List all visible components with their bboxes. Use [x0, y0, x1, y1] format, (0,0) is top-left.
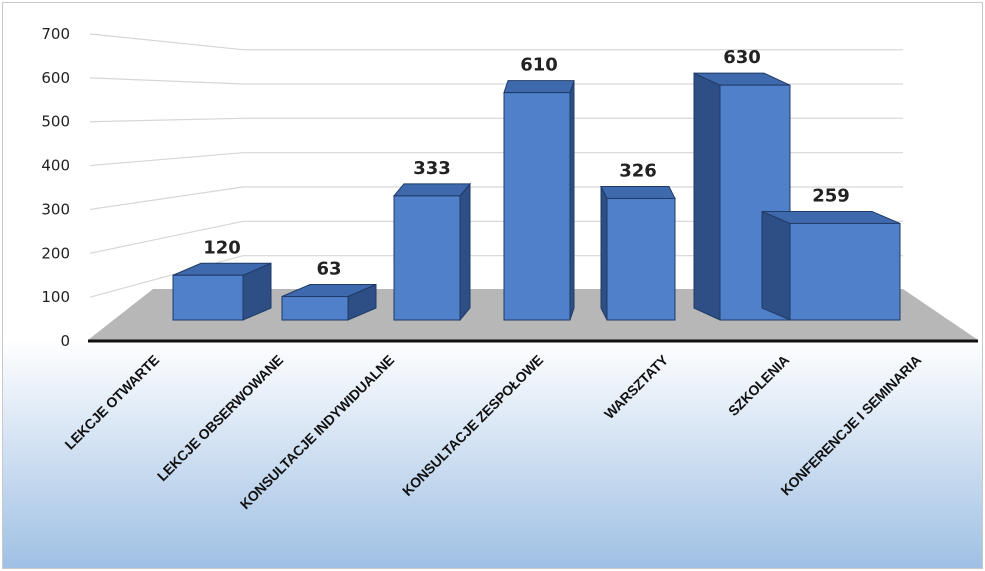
data-label: 120 — [203, 237, 241, 258]
y-tick-label: 200 — [41, 244, 70, 262]
bar — [503, 80, 575, 321]
y-tick-label: 600 — [41, 69, 70, 87]
bar-front — [789, 222, 901, 321]
bar-front — [503, 92, 571, 321]
y-tick-label: 0 — [60, 332, 70, 350]
bar — [281, 283, 377, 321]
data-label: 326 — [619, 160, 657, 181]
gridline — [89, 220, 903, 254]
data-label: 333 — [413, 158, 451, 179]
y-axis-tick-labels: 0 100 200 300 400 500 600 700 — [41, 25, 70, 350]
gridline — [89, 255, 903, 298]
bar-side — [569, 80, 575, 321]
gridline — [89, 186, 903, 211]
bar-front — [172, 274, 244, 321]
bar-side — [459, 182, 471, 322]
bar-chart: 0 100 200 300 400 500 600 700 120 63 333 610 326 630… — [3, 25, 982, 568]
bar-front — [606, 197, 676, 321]
bar-side — [693, 72, 721, 321]
y-tick-label: 400 — [41, 157, 70, 175]
y-tick-label: 700 — [41, 25, 70, 43]
y-tick-label: 300 — [41, 200, 70, 218]
bar — [600, 185, 676, 321]
bar-side — [761, 210, 791, 321]
bars — [172, 72, 901, 322]
gridline — [89, 33, 903, 51]
gridlines — [89, 33, 903, 298]
data-label: 630 — [723, 47, 761, 68]
data-labels: 120 63 333 610 326 630 259 — [203, 47, 850, 279]
bar-side — [600, 186, 608, 321]
data-label: 63 — [316, 259, 341, 280]
data-label: 610 — [520, 55, 558, 76]
bar-top — [392, 183, 472, 197]
bar-front — [281, 296, 349, 321]
y-tick-label: 500 — [41, 113, 70, 131]
bar-top — [503, 80, 575, 94]
data-label: 259 — [812, 185, 850, 206]
bar — [761, 210, 901, 321]
gridline — [89, 152, 903, 167]
category-label-area — [3, 339, 982, 568]
bar-front — [393, 195, 461, 321]
bar — [392, 182, 472, 322]
bar-top — [600, 185, 676, 199]
gridline — [89, 117, 903, 123]
y-tick-label: 100 — [41, 288, 70, 306]
gridline — [89, 77, 903, 85]
bar — [172, 262, 272, 321]
